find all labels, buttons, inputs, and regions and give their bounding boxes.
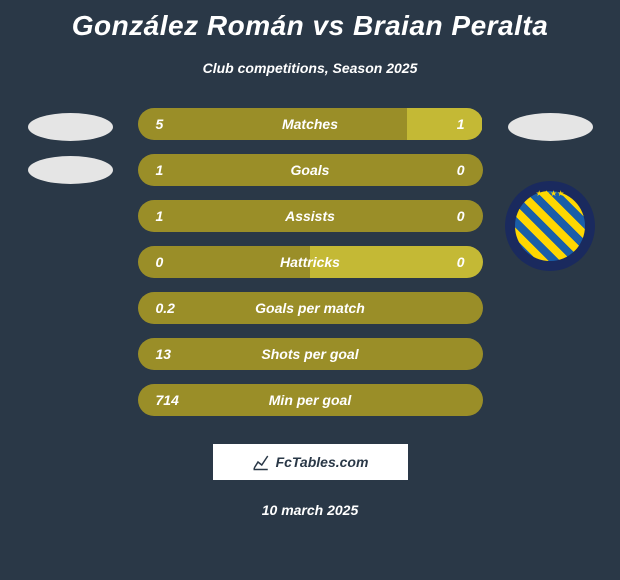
stat-label: Assists <box>196 208 425 224</box>
stat-label: Shots per goal <box>196 346 425 362</box>
comparison-card: González Román vs Braian Peralta Club co… <box>0 0 620 580</box>
player-photo-placeholder <box>508 113 593 141</box>
stat-value-right: 0 <box>425 208 465 224</box>
stats-wrapper: 5Matches11Goals01Assists00Hattricks00.2G… <box>0 108 620 416</box>
stat-value-left: 0 <box>156 254 196 270</box>
player-left-badges <box>23 108 118 184</box>
stat-row: 13Shots per goal <box>138 338 483 370</box>
stat-label: Min per goal <box>196 392 425 408</box>
stat-row: 0Hattricks0 <box>138 246 483 278</box>
stats-column: 5Matches11Goals01Assists00Hattricks00.2G… <box>138 108 483 416</box>
player-right-badges: ★★★★ <box>503 108 598 271</box>
stat-label: Matches <box>196 116 425 132</box>
club-badge: ★★★★ <box>505 181 595 271</box>
stat-value-right: 0 <box>425 254 465 270</box>
subtitle: Club competitions, Season 2025 <box>0 60 620 76</box>
club-stars: ★★★★ <box>536 189 565 198</box>
stat-label: Hattricks <box>196 254 425 270</box>
stat-value-left: 5 <box>156 116 196 132</box>
brand-text: FcTables.com <box>276 454 369 470</box>
stat-label: Goals <box>196 162 425 178</box>
stat-value-left: 0.2 <box>156 300 196 316</box>
stat-value-right: 0 <box>425 162 465 178</box>
player-badge-placeholder <box>28 156 113 184</box>
stat-value-left: 714 <box>156 392 196 408</box>
date-text: 10 march 2025 <box>0 502 620 518</box>
stat-row: 1Goals0 <box>138 154 483 186</box>
stat-value-left: 1 <box>156 162 196 178</box>
stat-value-right: 1 <box>425 116 465 132</box>
stat-row: 5Matches1 <box>138 108 483 140</box>
stat-row: 714Min per goal <box>138 384 483 416</box>
page-title: González Román vs Braian Peralta <box>0 0 620 42</box>
player-photo-placeholder <box>28 113 113 141</box>
stat-value-left: 13 <box>156 346 196 362</box>
stat-row: 0.2Goals per match <box>138 292 483 324</box>
chart-icon <box>252 453 270 471</box>
stat-row: 1Assists0 <box>138 200 483 232</box>
stat-value-left: 1 <box>156 208 196 224</box>
brand-badge: FcTables.com <box>213 444 408 480</box>
stat-label: Goals per match <box>196 300 425 316</box>
